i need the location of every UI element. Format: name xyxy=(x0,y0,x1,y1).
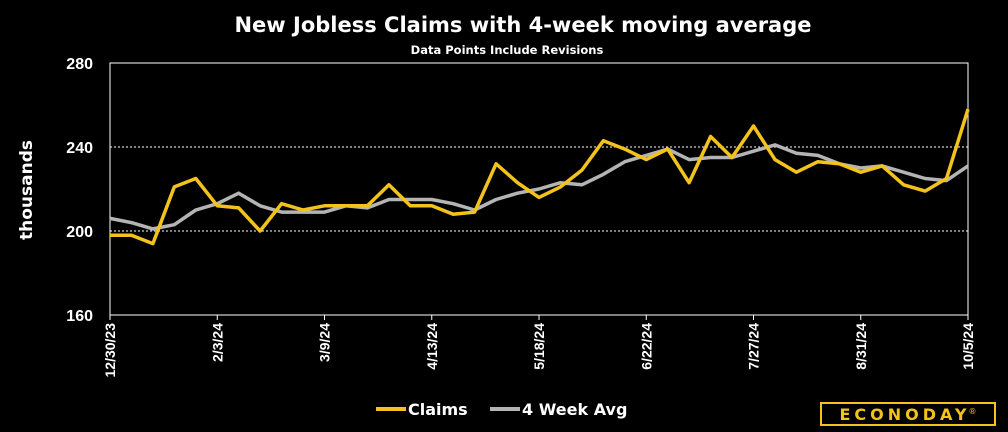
x-tick-label-3-9-24: 3/9/24 xyxy=(317,323,333,362)
x-tick-label-4-13-24: 4/13/24 xyxy=(424,323,440,370)
y-axis-ticks: 160 200 240 280 xyxy=(66,56,93,325)
x-tick-label-8-31-24: 8/31/24 xyxy=(853,323,869,370)
x-tick-label-12-30-23: 12/30/23 xyxy=(102,323,118,378)
x-axis-ticks: 12/30/23 2/3/24 3/9/24 4/13/24 5/18/24 6/22/2… xyxy=(102,315,976,378)
x-tick-label-6-22-24: 6/22/24 xyxy=(638,323,654,370)
y-tick-label-240: 240 xyxy=(66,140,93,157)
legend-label-4-week-avg: 4 Week Avg xyxy=(522,400,627,419)
chart-subtitle: Data Points Include Revisions xyxy=(411,43,604,57)
y-tick-label-280: 280 xyxy=(66,56,93,73)
x-tick-label-5-18-24: 5/18/24 xyxy=(531,323,547,370)
series-line-4-week-avg xyxy=(109,143,969,231)
y-tick-label-160: 160 xyxy=(66,308,93,325)
series-line-claims xyxy=(110,108,970,246)
legend: Claims 4 Week Avg xyxy=(376,400,627,419)
logo-text: ECONODAY xyxy=(839,404,971,424)
legend-label-claims: Claims xyxy=(408,400,468,419)
x-tick-label-2-3-24: 2/3/24 xyxy=(209,323,225,362)
x-tick-label-7-27-24: 7/27/24 xyxy=(746,323,762,370)
logo-registered-mark: ® xyxy=(968,406,977,416)
x-tick-label-10-5-24: 10/5/24 xyxy=(960,323,976,370)
chart-title: New Jobless Claims with 4-week moving av… xyxy=(234,13,811,37)
econoday-logo: ECONODAY ® xyxy=(820,402,996,426)
series-layer xyxy=(109,108,970,246)
y-axis-label: thousands xyxy=(17,140,37,240)
y-tick-label-200: 200 xyxy=(66,224,93,241)
